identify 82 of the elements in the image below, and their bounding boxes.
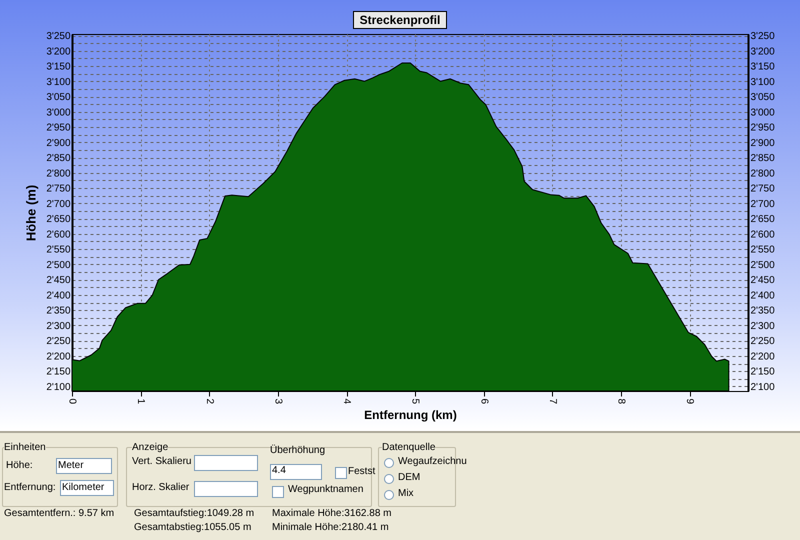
text: 4.4 <box>272 465 286 476</box>
y-tick-label: 3'200 <box>46 46 71 58</box>
y2-tick-label: 2'300 <box>750 320 776 332</box>
y2-tick-label: 2'250 <box>750 336 776 348</box>
y2-tick-label: 3'000 <box>750 107 776 118</box>
y2-tick-label: 2'800 <box>750 168 776 180</box>
y-tick-label: 2'950 <box>46 122 71 134</box>
text: Überhöhung <box>270 445 326 456</box>
y-tick-label: 2'750 <box>46 184 71 195</box>
y-tick-label: 2'300 <box>46 320 71 332</box>
y-tick-label: 3'150 <box>46 62 71 73</box>
text: Gesamtentfern.: 9.57 km <box>4 508 114 519</box>
y-tick-label: 2'350 <box>46 306 71 317</box>
y-tick-label: 2'700 <box>46 198 71 210</box>
y-tick-label: 2'400 <box>46 290 71 302</box>
y2-tick-label: 2'700 <box>750 198 776 210</box>
y-tick-label: 2'150 <box>46 366 71 378</box>
text: Meter <box>58 460 84 471</box>
y2-tick-label: 3'100 <box>750 76 776 88</box>
y2-tick-label: 2'200 <box>750 351 776 362</box>
y2-tick-label: 2'450 <box>750 275 776 286</box>
y2-tick-label: 2'600 <box>750 229 776 240</box>
y2-tick-label: 3'050 <box>750 92 776 104</box>
y2-tick-label: 2'650 <box>750 214 776 226</box>
y-tick-label: 2'550 <box>46 244 71 256</box>
text: Entfernung: <box>4 482 56 493</box>
y-axis-title: Höhe (m) <box>23 184 38 242</box>
y-tick-label: 2'800 <box>46 168 71 180</box>
y2-tick-label: 3'250 <box>750 31 776 42</box>
text: Datenquelle <box>382 442 436 453</box>
y2-tick-label: 3'200 <box>750 46 776 58</box>
y-tick-label: 2'600 <box>46 229 71 240</box>
text: Maximale Höhe:3162.88 m <box>272 508 392 519</box>
text: Vert. Skalieru <box>132 456 192 467</box>
text: Wegpunktnamen <box>288 484 364 495</box>
text: DEM <box>398 472 420 483</box>
text: Gesamtabstieg:1055.05 m <box>134 522 252 533</box>
x-tick-label: 8 <box>616 398 627 404</box>
y-tick-label: 3'100 <box>46 76 71 88</box>
y-tick-label: 2'200 <box>46 351 71 362</box>
x-axis-title: Entfernung (km) <box>364 408 457 422</box>
text: Gesamtaufstieg:1049.28 m <box>134 508 254 519</box>
text: Festst <box>348 466 376 477</box>
chart-title: Streckenprofil <box>352 11 448 29</box>
y2-tick-label: 2'150 <box>750 366 776 378</box>
text: Mix <box>398 488 414 499</box>
y-tick-label: 2'450 <box>46 275 71 286</box>
x-tick-label: 9 <box>684 398 696 404</box>
x-tick-label: 3 <box>272 398 284 404</box>
text: Minimale Höhe:2180.41 m <box>272 522 389 533</box>
x-tick-label: 5 <box>410 398 421 404</box>
x-tick-label: 1 <box>135 398 146 404</box>
text: Einheiten <box>4 442 46 453</box>
text: Anzeige <box>132 442 168 453</box>
y2-tick-label: 2'550 <box>750 244 776 256</box>
y2-tick-label: 3'150 <box>750 62 776 73</box>
y2-tick-label: 2'900 <box>750 138 776 149</box>
y-tick-label: 2'100 <box>46 382 71 393</box>
y-tick-label: 2'650 <box>46 214 71 226</box>
y2-tick-label: 2'850 <box>750 153 776 164</box>
x-tick-label: 4 <box>341 398 352 404</box>
y-tick-label: 2'850 <box>46 153 71 164</box>
y-tick-label: 2'500 <box>46 260 71 271</box>
y-tick-label: 2'900 <box>46 138 71 149</box>
x-tick-label: 7 <box>546 398 558 404</box>
y2-tick-label: 2'400 <box>750 290 776 302</box>
y2-tick-label: 2'350 <box>750 306 776 317</box>
text: Horz. Skalier <box>132 482 190 493</box>
y-tick-label: 3'250 <box>46 31 71 42</box>
text: Wegaufzeichnu <box>398 456 467 467</box>
text: Höhe: <box>6 460 33 471</box>
y2-tick-label: 2'500 <box>750 260 776 271</box>
y2-tick-label: 2'750 <box>750 184 776 195</box>
y-tick-label: 3'050 <box>46 92 71 104</box>
text: Kilometer <box>62 482 104 493</box>
y-tick-label: 2'250 <box>46 336 71 348</box>
y-tick-label: 3'000 <box>46 107 71 118</box>
x-tick-label: 2 <box>204 398 215 404</box>
y2-tick-label: 2'100 <box>750 382 776 393</box>
x-tick-label: 6 <box>478 398 490 404</box>
x-tick-label: 0 <box>66 398 78 404</box>
y2-tick-label: 2'950 <box>750 122 776 134</box>
